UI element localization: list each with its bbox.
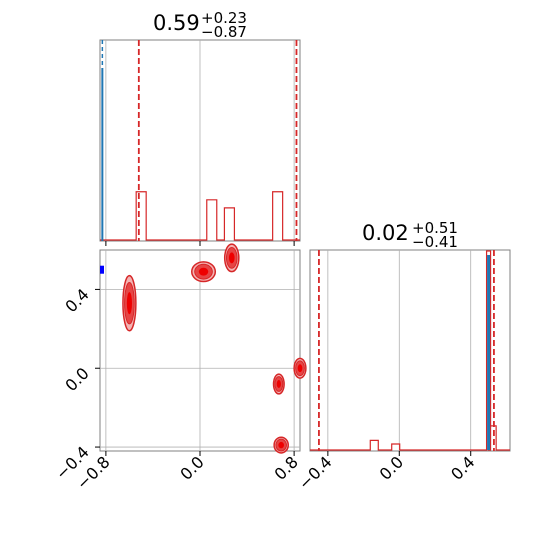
hist-p1-layer xyxy=(310,250,510,451)
contour-layer xyxy=(100,243,307,454)
title-p1: 0.02 xyxy=(362,221,409,245)
title-p1-plus: +0.51 xyxy=(412,219,458,237)
contour-4-inner xyxy=(297,364,303,373)
contour-0-inner xyxy=(126,292,132,315)
title-p0-minus: −0.87 xyxy=(201,23,247,41)
title-p1-median: 0.02 xyxy=(362,221,409,245)
contour-1-inner xyxy=(198,267,209,276)
title-p1-minus: −0.41 xyxy=(412,233,458,251)
tick-label-x1-2: 0.4 xyxy=(447,452,478,483)
title-p0-plus: +0.23 xyxy=(201,9,247,27)
tick-label-y1-1: 0.0 xyxy=(61,364,92,395)
hist-p1-truth-line xyxy=(487,255,491,450)
title-p0: 0.59 xyxy=(153,11,200,35)
truth-point-marker xyxy=(100,265,104,274)
hist-panel-p1 xyxy=(309,249,511,452)
tick-label-x1-0: −0.4 xyxy=(295,452,336,493)
tick-label-x1-1: 0.0 xyxy=(376,452,407,483)
contour-2-inner xyxy=(228,252,235,264)
grid-layer xyxy=(100,40,472,451)
hist-p0-steps xyxy=(100,191,300,241)
contour-3-inner xyxy=(276,380,281,388)
tick-label-x0-1: 0.0 xyxy=(176,452,207,483)
contour-5-inner xyxy=(278,441,285,449)
title-p0-median: 0.59 xyxy=(153,11,200,35)
tick-label-y1-2: 0.4 xyxy=(61,285,92,316)
hist-p0-layer xyxy=(100,40,300,241)
